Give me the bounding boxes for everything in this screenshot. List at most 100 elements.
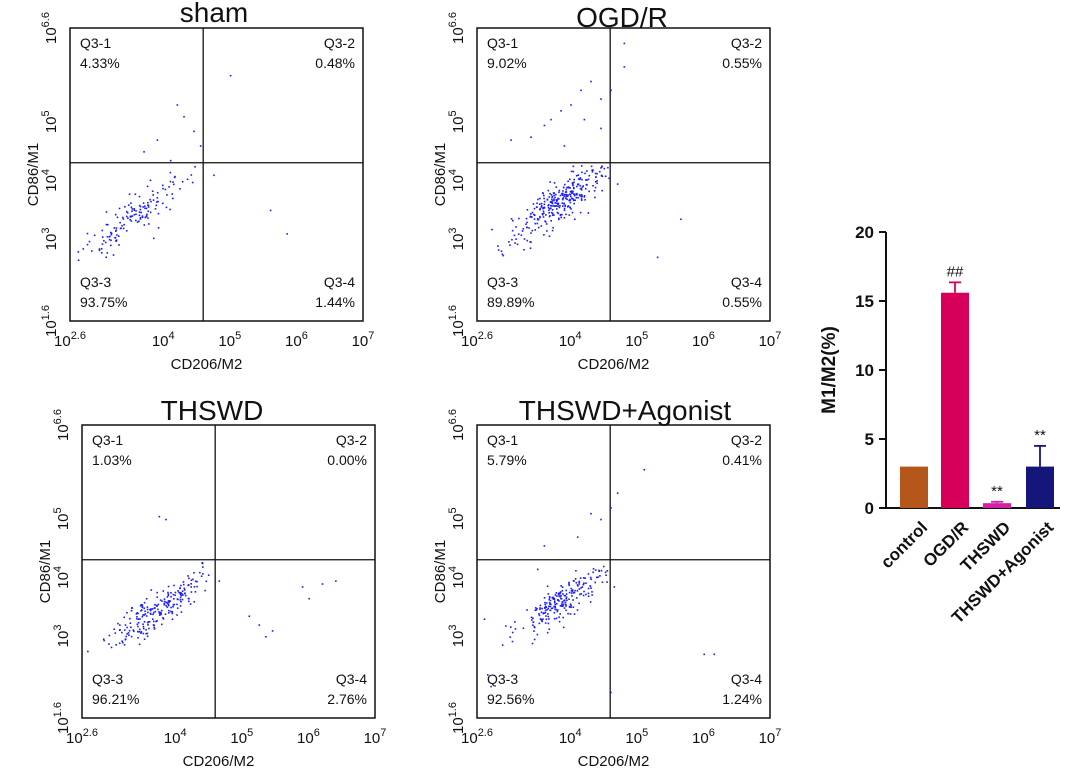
event-dot	[167, 600, 170, 603]
event-dot	[511, 631, 514, 634]
event-dot	[171, 612, 174, 615]
event-dot	[585, 582, 587, 585]
event-dot	[562, 616, 565, 619]
event-dot	[552, 226, 554, 229]
event-dot	[146, 201, 149, 204]
event-dot	[540, 611, 543, 614]
event-dot	[178, 591, 180, 594]
quadrant-name: Q3-4	[731, 274, 762, 290]
event-dot	[137, 630, 139, 633]
event-dot	[557, 197, 559, 200]
quadrant-value: 0.55%	[722, 55, 762, 71]
event-dot	[179, 605, 182, 607]
plot-frame	[81, 424, 376, 719]
event-dot	[199, 145, 202, 147]
event-dot	[77, 259, 80, 262]
event-dot	[147, 204, 149, 206]
event-dot	[537, 226, 540, 229]
event-dot	[565, 195, 567, 198]
event-dot	[187, 575, 189, 577]
x-tick-label: 106	[692, 330, 715, 350]
event-dot	[580, 593, 583, 595]
event-dot	[607, 166, 609, 169]
event-dot	[562, 197, 565, 199]
event-dot	[580, 587, 582, 589]
event-dot	[184, 594, 187, 597]
event-dot	[166, 194, 168, 196]
event-dot	[588, 190, 590, 193]
event-dot	[551, 198, 553, 201]
event-dot	[101, 229, 104, 232]
event-dot	[575, 581, 578, 584]
event-dot	[187, 597, 190, 600]
event-dot	[105, 211, 108, 213]
event-dot	[491, 228, 493, 231]
event-dot	[559, 613, 561, 615]
event-dot	[559, 194, 562, 197]
quadrant-value: 9.02%	[487, 55, 527, 71]
event-dot	[229, 74, 232, 77]
event-dot	[171, 611, 174, 613]
x-tick-label: 107	[759, 330, 782, 350]
x-tick-label: 102.6	[461, 727, 493, 747]
quadrant-value: 1.44%	[315, 294, 355, 310]
event-dot	[542, 210, 545, 213]
y-tick-label: 10	[855, 361, 874, 380]
event-dot	[158, 612, 161, 615]
event-dot	[522, 228, 525, 230]
quadrant-name: Q3-2	[731, 432, 762, 448]
event-dot	[557, 203, 559, 206]
event-dot	[533, 625, 536, 628]
event-dot	[115, 229, 117, 232]
event-dot	[173, 584, 175, 587]
event-dot	[553, 198, 555, 200]
event-dot	[569, 187, 571, 189]
event-dot	[147, 210, 150, 213]
x-tick-label: 107	[364, 727, 387, 747]
event-dot	[555, 608, 557, 611]
event-dot	[551, 195, 554, 198]
event-dot	[116, 216, 119, 219]
event-dot	[150, 609, 152, 612]
event-dot	[580, 198, 583, 200]
event-dot	[579, 195, 582, 197]
event-dot	[131, 210, 133, 212]
event-dot	[126, 626, 128, 629]
event-dot	[557, 609, 559, 611]
event-dot	[603, 167, 606, 170]
event-dot	[643, 468, 646, 471]
event-dot	[126, 633, 128, 635]
event-dot	[587, 178, 590, 181]
event-dot	[526, 221, 528, 224]
event-dot	[117, 622, 119, 625]
event-dot	[167, 604, 170, 607]
event-dot	[137, 618, 140, 620]
event-dot	[200, 575, 203, 578]
event-dot	[571, 590, 574, 593]
plot-frame	[476, 424, 771, 719]
event-dot	[132, 630, 135, 633]
event-dot	[158, 515, 161, 518]
event-dot	[158, 611, 160, 613]
event-dot	[122, 216, 124, 219]
event-dot	[578, 583, 581, 585]
flow-plot-1: OGD/RQ3-19.02%Q3-20.55%Q3-389.89%Q3-40.5…	[432, 2, 781, 373]
event-dot	[108, 235, 111, 238]
event-dot	[616, 492, 619, 494]
event-dot	[161, 600, 163, 602]
event-dot	[570, 208, 572, 210]
event-dot	[568, 584, 571, 587]
event-dot	[129, 215, 132, 218]
x-tick-label: 102.6	[461, 330, 493, 350]
event-dot	[555, 186, 558, 188]
event-dot	[581, 178, 583, 181]
event-dot	[575, 569, 577, 572]
x-tick-label: 104	[152, 330, 175, 350]
event-dot	[568, 605, 571, 608]
event-dot	[148, 627, 150, 630]
event-dot	[98, 248, 101, 250]
event-dot	[571, 595, 573, 597]
y-tick-label: 105	[447, 110, 467, 133]
event-dot	[571, 197, 573, 200]
